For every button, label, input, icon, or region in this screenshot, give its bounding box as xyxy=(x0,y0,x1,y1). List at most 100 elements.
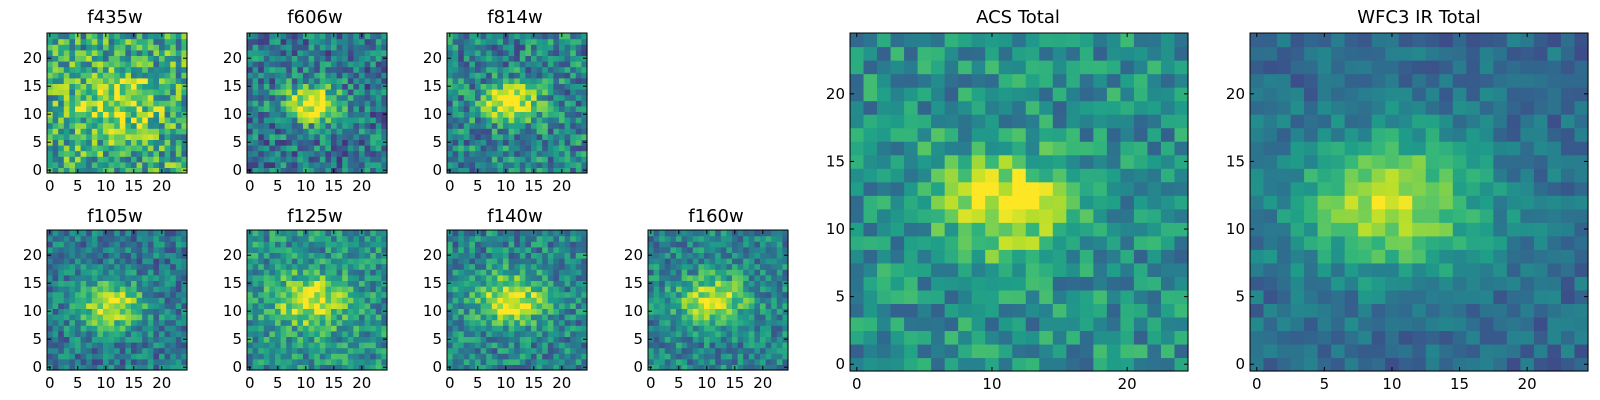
heatmap-cell xyxy=(86,325,93,332)
heatmap-cell xyxy=(463,38,470,45)
heatmap-cell xyxy=(670,297,677,304)
heatmap-cell xyxy=(136,252,143,259)
heatmap-cell xyxy=(514,280,521,287)
heatmap-cell xyxy=(319,145,326,152)
heatmap-cell xyxy=(531,308,538,315)
heatmap-cell xyxy=(342,308,349,315)
heatmap-cell xyxy=(364,161,371,168)
heatmap-cell xyxy=(519,314,526,321)
heatmap-cell xyxy=(508,263,515,270)
heatmap-cell xyxy=(653,280,660,287)
heatmap-cell xyxy=(491,347,498,354)
heatmap-cell xyxy=(52,128,59,135)
heatmap-cell xyxy=(863,303,878,318)
heatmap-cell xyxy=(1066,276,1081,291)
heatmap-cell xyxy=(743,364,750,371)
heatmap-cell xyxy=(119,314,126,321)
heatmap-cell xyxy=(525,94,532,101)
heatmap-cell xyxy=(97,336,104,343)
heatmap-cell xyxy=(69,72,76,79)
heatmap-cell xyxy=(181,128,188,135)
heatmap-cell xyxy=(469,61,476,68)
heatmap-cell xyxy=(375,161,382,168)
heatmap-cell xyxy=(480,167,487,174)
heatmap-cell xyxy=(452,111,459,118)
heatmap-cell xyxy=(559,286,566,293)
heatmap-cell xyxy=(297,33,304,40)
heatmap-cell xyxy=(1079,168,1094,183)
heatmap-cell xyxy=(159,122,166,129)
heatmap-cell xyxy=(1160,222,1176,237)
heatmap-cell xyxy=(153,133,160,140)
heatmap-cell xyxy=(497,297,504,304)
heatmap-cell xyxy=(514,145,521,152)
heatmap-cell xyxy=(475,150,482,157)
heatmap-cell xyxy=(748,314,755,321)
heatmap-cell xyxy=(1120,235,1135,250)
heatmap-cell xyxy=(648,325,655,332)
heatmap-cell xyxy=(732,330,739,337)
heatmap-cell xyxy=(698,263,705,270)
heatmap-cell xyxy=(904,330,919,345)
heatmap-cell xyxy=(147,353,154,360)
heatmap-cell xyxy=(475,235,482,242)
heatmap-cell xyxy=(103,150,110,157)
heatmap-cell xyxy=(765,353,772,360)
heatmap-cell xyxy=(877,195,892,210)
heatmap-cell xyxy=(364,77,371,84)
heatmap-cell xyxy=(553,167,560,174)
heatmap-cell xyxy=(247,347,254,354)
heatmap-cell xyxy=(353,150,360,157)
heatmap-cell xyxy=(559,83,566,90)
heatmap-cell xyxy=(131,89,138,96)
heatmap-cell xyxy=(944,289,959,304)
heatmap-cell xyxy=(52,133,59,140)
heatmap-cell xyxy=(575,61,582,68)
heatmap-cell xyxy=(175,44,182,51)
heatmap-cell xyxy=(297,66,304,73)
heatmap-cell xyxy=(86,302,93,309)
heatmap-cell xyxy=(670,269,677,276)
heatmap-cell xyxy=(570,133,577,140)
heatmap-cell xyxy=(52,258,59,265)
heatmap-cell xyxy=(743,330,750,337)
heatmap-cell xyxy=(737,353,744,360)
heatmap-cell xyxy=(536,302,543,309)
heatmap-cell xyxy=(297,44,304,51)
heatmap-cell xyxy=(486,336,493,343)
heatmap-cell xyxy=(364,302,371,309)
heatmap-cell xyxy=(452,156,459,163)
heatmap-cell xyxy=(659,258,666,265)
heatmap-cell xyxy=(280,38,287,45)
heatmap-cell xyxy=(119,319,126,326)
heatmap-cell xyxy=(698,252,705,259)
heatmap-cell xyxy=(458,353,465,360)
heatmap-cell xyxy=(1052,330,1067,345)
heatmap-cell xyxy=(447,347,454,354)
heatmap-cell xyxy=(559,145,566,152)
heatmap-cell xyxy=(659,230,666,237)
heatmap-cell xyxy=(1106,168,1121,183)
heatmap-cell xyxy=(147,145,154,152)
heatmap-cell xyxy=(542,33,549,40)
heatmap-cell xyxy=(737,302,744,309)
heatmap-cell xyxy=(497,274,504,281)
heatmap-cell xyxy=(308,77,315,84)
heatmap-cell xyxy=(850,181,865,196)
heatmap-cell xyxy=(531,128,538,135)
heatmap-cell xyxy=(69,66,76,73)
heatmap-cell xyxy=(342,246,349,253)
heatmap-cell xyxy=(119,235,126,242)
heatmap-cell xyxy=(69,94,76,101)
heatmap-cell xyxy=(375,263,382,270)
heatmap-cell xyxy=(559,139,566,146)
heatmap-cell xyxy=(91,117,98,124)
heatmap-cell xyxy=(463,117,470,124)
heatmap-cell xyxy=(475,297,482,304)
heatmap-cell xyxy=(709,342,716,349)
heatmap-cell xyxy=(119,364,126,371)
heatmap-cell xyxy=(147,325,154,332)
heatmap-cell xyxy=(531,55,538,62)
heatmap-cell xyxy=(503,49,510,56)
